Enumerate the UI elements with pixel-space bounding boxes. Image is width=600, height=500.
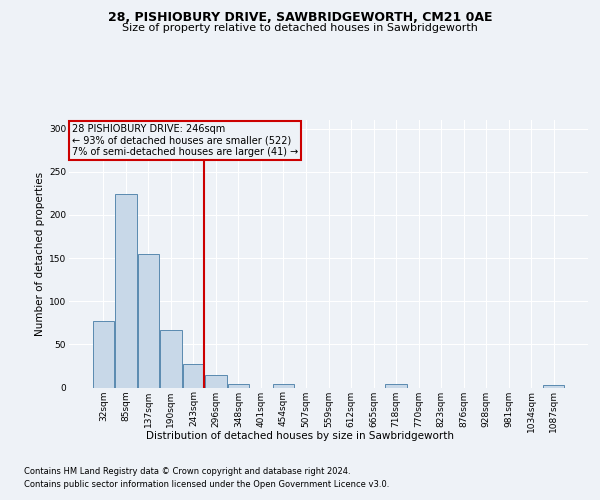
Bar: [205, 376, 227, 388]
Text: Contains HM Land Registry data © Crown copyright and database right 2024.: Contains HM Land Registry data © Crown c…: [24, 468, 350, 476]
Bar: [160, 330, 182, 388]
Text: Contains public sector information licensed under the Open Government Licence v3: Contains public sector information licen…: [24, 480, 389, 489]
Bar: [385, 384, 407, 388]
Bar: [543, 385, 565, 388]
Bar: [273, 384, 294, 388]
Text: 28 PISHIOBURY DRIVE: 246sqm
← 93% of detached houses are smaller (522)
7% of sem: 28 PISHIOBURY DRIVE: 246sqm ← 93% of det…: [71, 124, 298, 157]
Bar: [137, 254, 159, 388]
Bar: [92, 321, 114, 388]
Y-axis label: Number of detached properties: Number of detached properties: [35, 172, 45, 336]
Text: 28, PISHIOBURY DRIVE, SAWBRIDGEWORTH, CM21 0AE: 28, PISHIOBURY DRIVE, SAWBRIDGEWORTH, CM…: [108, 11, 492, 24]
Bar: [228, 384, 249, 388]
Bar: [182, 364, 204, 388]
Bar: [115, 194, 137, 388]
Text: Distribution of detached houses by size in Sawbridgeworth: Distribution of detached houses by size …: [146, 431, 454, 441]
Text: Size of property relative to detached houses in Sawbridgeworth: Size of property relative to detached ho…: [122, 23, 478, 33]
